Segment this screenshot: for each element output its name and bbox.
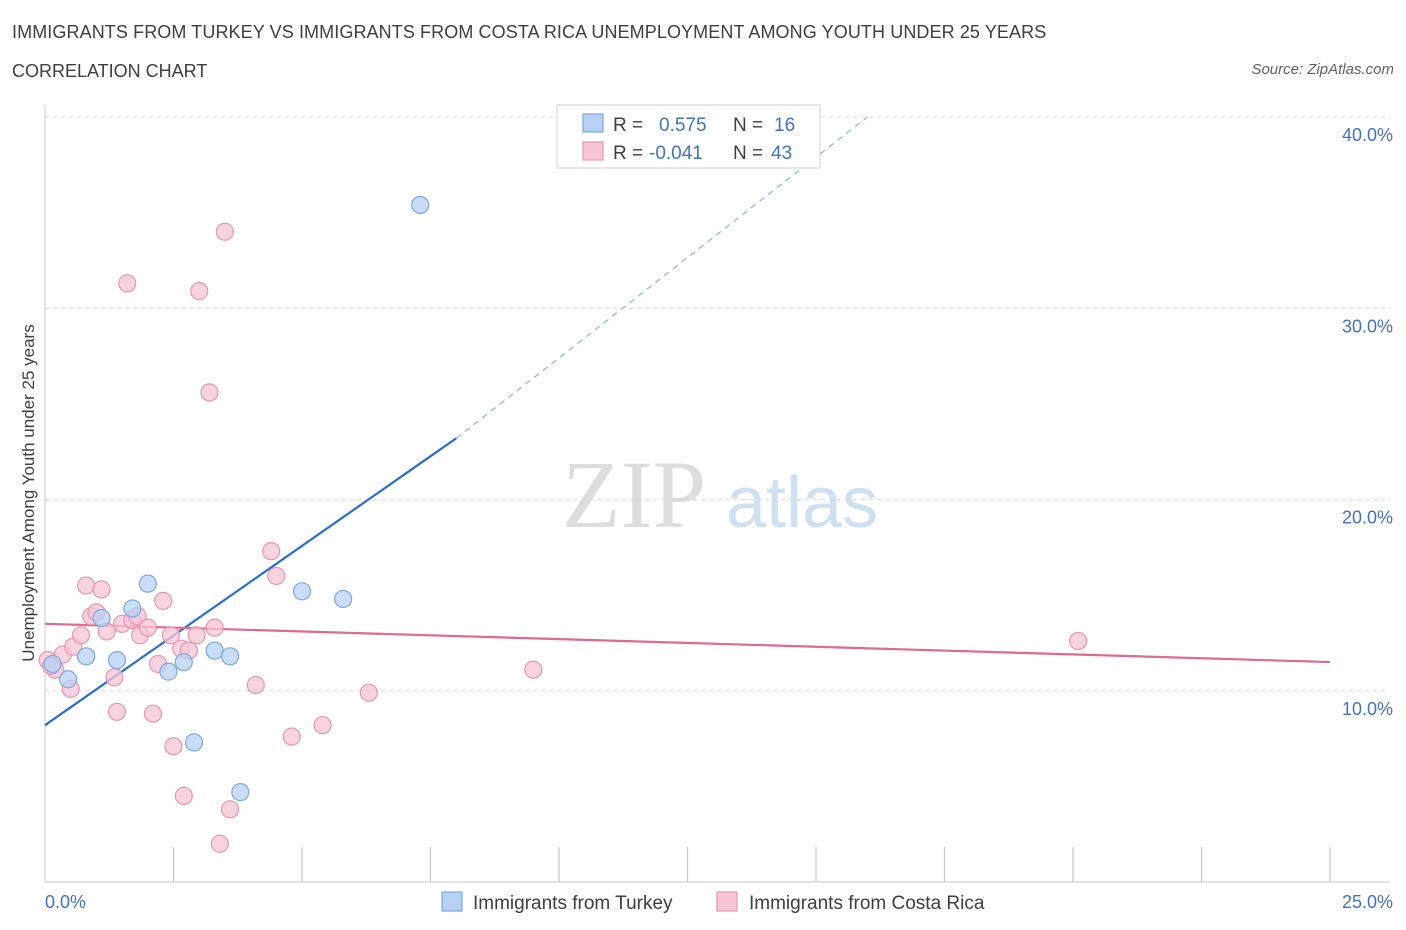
point-turkey-6 — [138, 574, 157, 593]
point-costa-rica-28 — [190, 281, 209, 301]
legend-n-label-turkey: N = — [733, 115, 763, 136]
point-costa-rica-11 — [105, 668, 124, 687]
series-legend-label-turkey: Immigrants from Turkey — [473, 893, 673, 914]
point-costa-rica-25 — [174, 786, 193, 806]
series-legend-label-costa-rica: Immigrants from Costa Rica — [749, 893, 985, 914]
legend-swatch-costa-rica — [582, 141, 604, 161]
trend-line-costa-rica — [44, 622, 1331, 664]
point-costa-rica-14 — [118, 274, 137, 293]
point-costa-rica-29 — [200, 383, 219, 402]
point-turkey-3 — [92, 608, 111, 628]
legend-n-label-costa-rica: N = — [733, 143, 763, 164]
point-costa-rica-23 — [164, 737, 183, 756]
point-costa-rica-32 — [215, 222, 234, 241]
point-turkey-1 — [59, 670, 78, 689]
legend-r-value-turkey: 0.575 — [659, 115, 707, 136]
point-costa-rica-37 — [282, 727, 301, 746]
axes — [44, 105, 1390, 883]
point-turkey-10 — [205, 641, 224, 660]
point-costa-rica-22 — [161, 626, 181, 645]
x-tick-label-0: 0.0% — [45, 892, 86, 912]
point-turkey-2 — [77, 647, 96, 666]
data-points — [38, 195, 1088, 853]
point-costa-rica-36 — [267, 566, 286, 586]
legend-r-label-costa-rica: R = — [613, 143, 643, 164]
legend-n-value-turkey: 16 — [774, 115, 795, 136]
chart-subtitle: CORRELATION CHART — [12, 61, 208, 81]
trend-lines — [44, 116, 1331, 727]
watermark-atlas: atlas — [726, 463, 878, 543]
point-costa-rica-41 — [1069, 631, 1088, 651]
legend-n-value-costa-rica: 43 — [771, 143, 792, 164]
legend-r-value-costa-rica: -0.041 — [649, 143, 703, 164]
point-costa-rica-9 — [92, 580, 111, 599]
point-turkey-12 — [231, 783, 250, 802]
point-costa-rica-33 — [220, 800, 240, 819]
point-costa-rica-39 — [359, 683, 378, 702]
stats-legend: R = 0.575 N = 16 R = -0.041 N = 43 — [556, 104, 821, 169]
x-tick-label-1: 25.0% — [1342, 892, 1393, 912]
chart-title: IMMIGRANTS FROM TURKEY VS IMMIGRANTS FRO… — [12, 22, 1047, 42]
y-axis-label: Unemployment Among Youth under 25 years — [19, 324, 38, 661]
trend-line-turkey-extension — [455, 116, 868, 439]
point-costa-rica-12 — [107, 702, 127, 721]
series-legend-swatch-costa-rica — [716, 891, 738, 912]
y-tick-label-2: 30.0% — [1342, 316, 1393, 336]
legend-r-label-turkey: R = — [613, 115, 643, 136]
point-costa-rica-38 — [313, 716, 332, 735]
point-costa-rica-27 — [187, 626, 206, 645]
y-tick-label-1: 20.0% — [1342, 508, 1393, 528]
point-turkey-8 — [174, 652, 193, 672]
point-costa-rica-40 — [524, 660, 543, 679]
point-costa-rica-30 — [205, 618, 224, 637]
point-costa-rica-34 — [246, 675, 265, 695]
x-tick-labels: 0.0% 25.0% — [45, 892, 1393, 912]
point-costa-rica-19 — [143, 704, 163, 723]
y-tick-labels: 10.0% 20.0% 30.0% 40.0% — [1342, 125, 1393, 719]
point-turkey-0 — [43, 654, 62, 674]
point-costa-rica-6 — [77, 576, 96, 595]
watermark-zip: ZIP — [562, 441, 706, 548]
grid-lines — [45, 116, 1390, 692]
series-legend: Immigrants from Turkey Immigrants from C… — [441, 891, 985, 914]
point-turkey-4 — [107, 651, 127, 670]
series-legend-swatch-turkey — [441, 891, 463, 912]
point-costa-rica-35 — [262, 542, 281, 561]
point-costa-rica-21 — [154, 591, 173, 610]
point-costa-rica-31 — [210, 834, 229, 853]
point-turkey-5 — [123, 599, 142, 618]
point-turkey-14 — [334, 589, 353, 609]
legend-swatch-turkey — [582, 113, 604, 133]
point-turkey-7 — [159, 662, 178, 681]
source-label: Source: ZipAtlas.com — [1251, 61, 1394, 78]
point-costa-rica-5 — [71, 626, 91, 645]
point-turkey-15 — [411, 195, 430, 215]
point-turkey-13 — [292, 582, 312, 601]
y-tick-label-0: 10.0% — [1342, 699, 1393, 719]
point-turkey-9 — [184, 733, 204, 752]
point-costa-rica-18 — [138, 618, 157, 637]
point-turkey-11 — [220, 647, 240, 666]
y-tick-label-3: 40.0% — [1342, 125, 1393, 145]
